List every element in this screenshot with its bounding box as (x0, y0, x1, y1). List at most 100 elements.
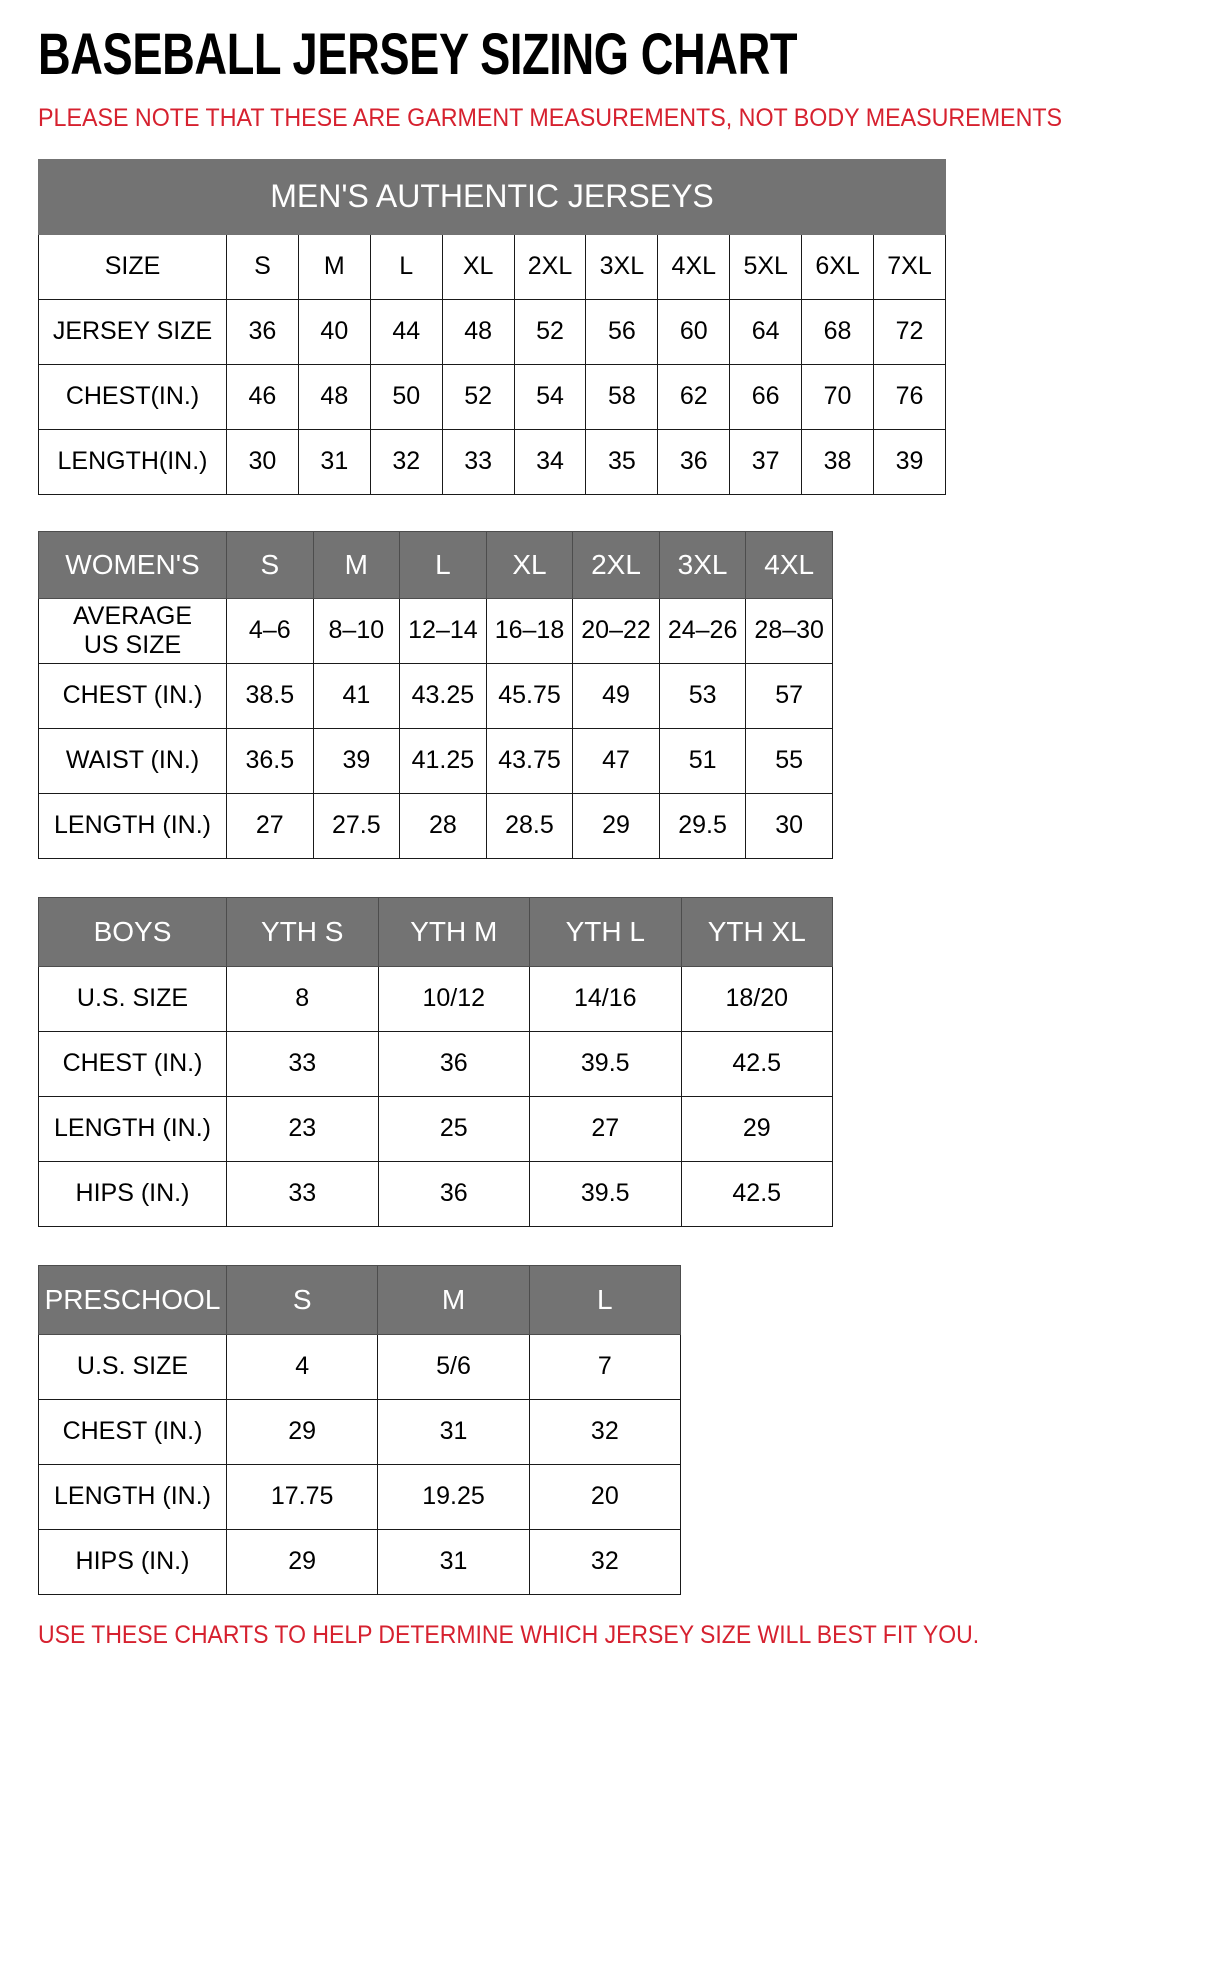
row-label-line2: US SIZE (83, 631, 182, 659)
cell: 32 (369, 429, 443, 495)
row-label: LENGTH(IN.) (38, 429, 227, 495)
table-row: HIPS (IN.) 29 31 32 (38, 1529, 682, 1595)
cell: 68 (801, 299, 875, 365)
row-label: CHEST(IN.) (38, 364, 227, 430)
mens-title-row: MEN'S AUTHENTIC JERSEYS (38, 159, 946, 235)
cell: 33 (226, 1161, 379, 1227)
mens-col-header: 7XL (873, 234, 946, 300)
table-row: U.S. SIZE 4 5/6 7 (38, 1334, 682, 1400)
cell: 31 (377, 1529, 530, 1595)
cell: 18/20 (680, 966, 833, 1032)
cell: 47 (572, 728, 660, 794)
row-label-line1: AVERAGE (72, 602, 193, 630)
boys-table-head: BOYS YTH S YTH M YTH L YTH XL (38, 897, 833, 967)
cell: 20 (528, 1464, 682, 1530)
womens-col-header: L (399, 531, 487, 599)
cell: 55 (745, 728, 833, 794)
garment-measurement-note: PLEASE NOTE THAT THESE ARE GARMENT MEASU… (38, 104, 1063, 132)
footer-note: USE THESE CHARTS TO HELP DETERMINE WHICH… (38, 1621, 980, 1649)
cell: 32 (528, 1529, 682, 1595)
womens-col-header: 2XL (572, 531, 660, 599)
preschool-header-row: PRESCHOOL S M L (38, 1265, 682, 1335)
cell: 4–6 (226, 598, 314, 664)
mens-col-header: 2XL (513, 234, 587, 300)
cell: 29 (680, 1096, 833, 1162)
cell: 48 (297, 364, 371, 430)
womens-col-header: 3XL (658, 531, 747, 599)
cell: 14/16 (529, 966, 682, 1032)
cell: 29 (225, 1399, 379, 1465)
mens-col-header: 5XL (729, 234, 803, 300)
row-label: CHEST (IN.) (38, 1031, 227, 1097)
row-label: LENGTH (IN.) (38, 1464, 227, 1530)
cell: 30 (226, 429, 299, 495)
mens-table-title: MEN'S AUTHENTIC JERSEYS (38, 159, 946, 235)
cell: 25 (377, 1096, 530, 1162)
cell: 37 (729, 429, 803, 495)
womens-col-header: XL (485, 531, 574, 599)
preschool-table-title: PRESCHOOL (38, 1265, 227, 1335)
table-row: LENGTH(IN.) 30 31 32 33 34 35 36 37 38 3… (38, 429, 946, 495)
table-row: CHEST (IN.) 33 36 39.5 42.5 (38, 1031, 833, 1097)
cell: 54 (513, 364, 587, 430)
table-row: JERSEY SIZE 36 40 44 48 52 56 60 64 68 7… (38, 299, 946, 365)
cell: 12–14 (399, 598, 487, 664)
cell: 10/12 (377, 966, 530, 1032)
womens-col-header: M (312, 531, 401, 599)
row-label: LENGTH (IN.) (38, 1096, 227, 1162)
cell: 42.5 (680, 1031, 833, 1097)
mens-col-header: 4XL (657, 234, 731, 300)
cell: 5/6 (377, 1334, 530, 1400)
cell: 45.75 (485, 663, 574, 729)
table-row: AVERAGE US SIZE 4–6 8–10 12–14 16–18 20–2… (38, 598, 833, 664)
boys-table-title: BOYS (38, 897, 227, 967)
cell: 41 (312, 663, 401, 729)
cell: 29.5 (658, 793, 747, 859)
cell: 76 (873, 364, 946, 430)
cell: 30 (745, 793, 833, 859)
cell: 50 (369, 364, 443, 430)
table-row: LENGTH (IN.) 23 25 27 29 (38, 1096, 833, 1162)
womens-sizing-table: WOMEN'S S M L XL 2XL 3XL 4XL AVERAGE US S… (38, 531, 833, 859)
cell: 16–18 (485, 598, 574, 664)
boys-col-header: YTH S (226, 897, 379, 967)
table-row: LENGTH (IN.) 27 27.5 28 28.5 29 29.5 30 (38, 793, 833, 859)
cell: 43.25 (399, 663, 487, 729)
cell: 27 (529, 1096, 682, 1162)
womens-table-body: AVERAGE US SIZE 4–6 8–10 12–14 16–18 20–2… (38, 598, 833, 859)
row-label: U.S. SIZE (38, 966, 227, 1032)
cell: 41.25 (399, 728, 487, 794)
cell: 31 (377, 1399, 530, 1465)
boys-table-body: U.S. SIZE 8 10/12 14/16 18/20 CHEST (IN.… (38, 966, 833, 1227)
cell: 48 (441, 299, 515, 365)
preschool-table-head: PRESCHOOL S M L (38, 1265, 682, 1335)
cell: 70 (801, 364, 875, 430)
table-row: CHEST (IN.) 29 31 32 (38, 1399, 682, 1465)
cell: 49 (572, 663, 660, 729)
cell: 8 (226, 966, 379, 1032)
mens-col-header: 3XL (585, 234, 659, 300)
cell: 36.5 (226, 728, 314, 794)
womens-col-header: 4XL (745, 531, 833, 599)
cell: 4 (225, 1334, 379, 1400)
cell: 57 (745, 663, 833, 729)
cell: 72 (873, 299, 946, 365)
cell: 39 (312, 728, 401, 794)
womens-col-header: S (226, 531, 314, 599)
cell: 38 (801, 429, 875, 495)
cell: 39.5 (529, 1161, 682, 1227)
cell: 53 (658, 663, 747, 729)
cell: 33 (226, 1031, 379, 1097)
cell: 36 (377, 1161, 530, 1227)
cell: 62 (657, 364, 731, 430)
cell: 52 (513, 299, 587, 365)
mens-col-header: M (297, 234, 371, 300)
boys-sizing-table: BOYS YTH S YTH M YTH L YTH XL U.S. SIZE … (38, 897, 833, 1227)
boys-header-row: BOYS YTH S YTH M YTH L YTH XL (38, 897, 833, 967)
mens-table-head: MEN'S AUTHENTIC JERSEYS (38, 159, 946, 235)
row-label: AVERAGE US SIZE (38, 598, 227, 664)
table-row: SIZE S M L XL 2XL 3XL 4XL 5XL 6XL 7XL (38, 234, 946, 300)
cell: 28.5 (485, 793, 574, 859)
row-label: U.S. SIZE (38, 1334, 227, 1400)
